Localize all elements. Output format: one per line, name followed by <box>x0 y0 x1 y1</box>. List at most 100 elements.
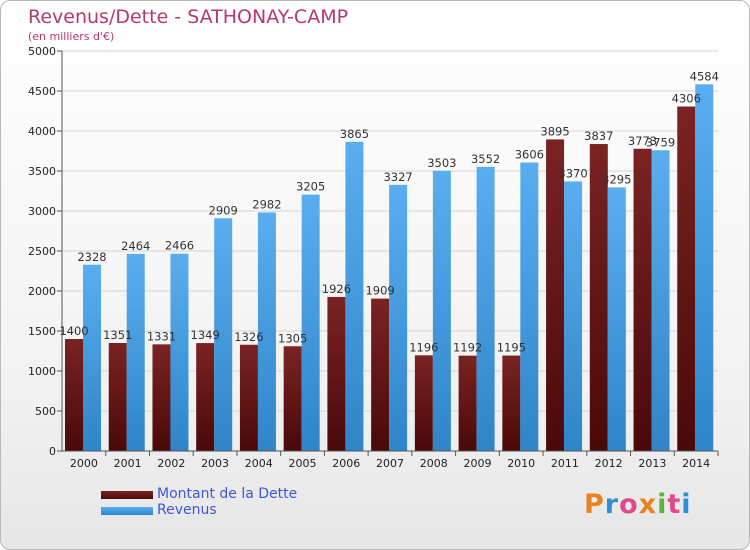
data-label-revenus-2005: 3205 <box>296 180 325 194</box>
proxiti-logo: Proxiti <box>584 489 692 520</box>
x-tick-label: 2006 <box>332 457 360 470</box>
bar-dette-2011 <box>546 139 565 451</box>
data-label-dette-2008: 1196 <box>409 340 438 354</box>
bar-revenus-2011 <box>564 181 583 451</box>
bar-dette-2006 <box>327 296 346 451</box>
bar-revenus-2003 <box>214 218 233 451</box>
data-label-dette-2000: 1400 <box>59 324 88 338</box>
bar-dette-2001 <box>108 343 127 451</box>
x-tick-label: 2010 <box>507 457 535 470</box>
bar-dette-2009 <box>458 355 477 451</box>
legend-swatch-dette <box>101 491 153 499</box>
data-label-dette-2013: 3773 <box>628 134 657 148</box>
y-tick-label: 2000 <box>28 285 56 298</box>
data-label-dette-2001: 1351 <box>103 328 132 342</box>
chart-title: Revenus/Dette - SATHONAY-CAMP <box>28 6 349 28</box>
bar-dette-2000 <box>65 339 83 451</box>
y-tick-label: 2500 <box>28 245 56 258</box>
data-label-dette-2012: 3837 <box>584 129 613 143</box>
y-tick-label: 1500 <box>28 325 56 338</box>
bar-dette-2003 <box>196 343 215 451</box>
bar-revenus-2001 <box>126 253 145 451</box>
bar-dette-2007 <box>371 298 390 451</box>
x-tick-label: 2001 <box>114 457 142 470</box>
data-label-revenus-2011: 3370 <box>558 166 587 180</box>
x-tick-label: 2005 <box>289 457 317 470</box>
bar-revenus-2007 <box>389 184 408 451</box>
data-label-dette-2007: 1909 <box>365 284 394 298</box>
legend-label-revenus: Revenus <box>157 502 217 518</box>
y-tick-label: 3500 <box>28 165 56 178</box>
bar-dette-2002 <box>152 344 171 451</box>
logo-letter: t <box>667 489 682 520</box>
logo-letter: i <box>681 489 692 520</box>
logo-letter: i <box>657 489 668 520</box>
y-tick-label: 1000 <box>28 365 56 378</box>
data-labels-layer: 1400 2328 1351 2464 1331 2466 1349 2909 1326 2982… <box>59 69 719 354</box>
x-tick-label: 2004 <box>245 457 273 470</box>
data-label-revenus-2001: 2464 <box>121 239 150 253</box>
chart-subtitle: (en milliers d'€) <box>28 30 115 43</box>
bar-dette-2014 <box>677 106 696 452</box>
data-label-dette-2004: 1326 <box>234 330 263 344</box>
data-label-revenus-2008: 3503 <box>427 156 456 170</box>
bar-dette-2013 <box>633 148 652 451</box>
y-tick-label: 0 <box>49 445 56 458</box>
bar-dette-2010 <box>502 355 521 451</box>
data-label-revenus-2004: 2982 <box>252 197 281 211</box>
data-label-revenus-2000: 2328 <box>77 250 106 264</box>
data-label-dette-2006: 1926 <box>322 282 351 296</box>
y-tick-label: 3000 <box>28 205 56 218</box>
legend-swatch-revenus <box>101 507 153 515</box>
bar-dette-2008 <box>414 355 433 451</box>
y-tick-label: 4000 <box>28 125 56 138</box>
data-label-revenus-2014: 4584 <box>690 69 719 83</box>
data-label-dette-2009: 1192 <box>453 341 482 355</box>
data-label-dette-2005: 1305 <box>278 331 307 345</box>
data-label-dette-2014: 4306 <box>672 92 701 106</box>
logo-letter: r <box>604 489 620 520</box>
data-label-revenus-2003: 2909 <box>209 203 238 217</box>
y-tick-label: 5000 <box>28 45 56 58</box>
bar-revenus-2008 <box>432 170 451 451</box>
bar-revenus-2009 <box>476 166 495 451</box>
data-label-dette-2003: 1349 <box>191 328 220 342</box>
bar-revenus-2010 <box>520 162 539 451</box>
bar-revenus-2005 <box>301 194 320 451</box>
bar-revenus-2006 <box>345 141 364 452</box>
data-label-revenus-2012: 3295 <box>602 172 631 186</box>
bar-revenus-2000 <box>83 264 101 451</box>
x-tick-label: 2014 <box>682 457 710 470</box>
data-label-revenus-2006: 3865 <box>340 127 369 141</box>
bar-dette-2005 <box>283 346 302 451</box>
bar-revenus-2013 <box>651 150 670 451</box>
bars-layer <box>65 84 714 452</box>
x-tick-label: 2007 <box>376 457 404 470</box>
bar-dette-2012 <box>589 144 608 452</box>
logo-letter: o <box>619 489 639 520</box>
x-tick-label: 2009 <box>463 457 491 470</box>
logo-letter: x <box>638 489 658 520</box>
data-label-revenus-2007: 3327 <box>383 170 412 184</box>
data-label-dette-2010: 1195 <box>497 341 526 355</box>
x-tick-label: 2000 <box>70 457 98 470</box>
bar-revenus-2002 <box>170 253 189 451</box>
data-label-revenus-2010: 3606 <box>515 148 544 162</box>
data-label-revenus-2013: 3759 <box>646 135 675 149</box>
data-label-revenus-2002: 2466 <box>165 239 194 253</box>
data-label-revenus-2009: 3552 <box>471 152 500 166</box>
x-tick-label: 2003 <box>201 457 229 470</box>
bar-revenus-2004 <box>257 212 276 451</box>
bar-revenus-2014 <box>695 84 714 451</box>
x-tick-label: 2008 <box>420 457 448 470</box>
y-tick-label: 500 <box>35 405 56 418</box>
x-tick-label: 2011 <box>551 457 579 470</box>
bar-dette-2004 <box>239 344 258 451</box>
logo-letter: P <box>584 489 605 520</box>
x-tick-label: 2013 <box>638 457 666 470</box>
x-tick-label: 2002 <box>157 457 185 470</box>
data-label-dette-2011: 3895 <box>540 124 569 138</box>
axis-layer: 0 500 1000 1500 2000 2500 3000 3500 4000 4500 5000… <box>28 45 719 470</box>
